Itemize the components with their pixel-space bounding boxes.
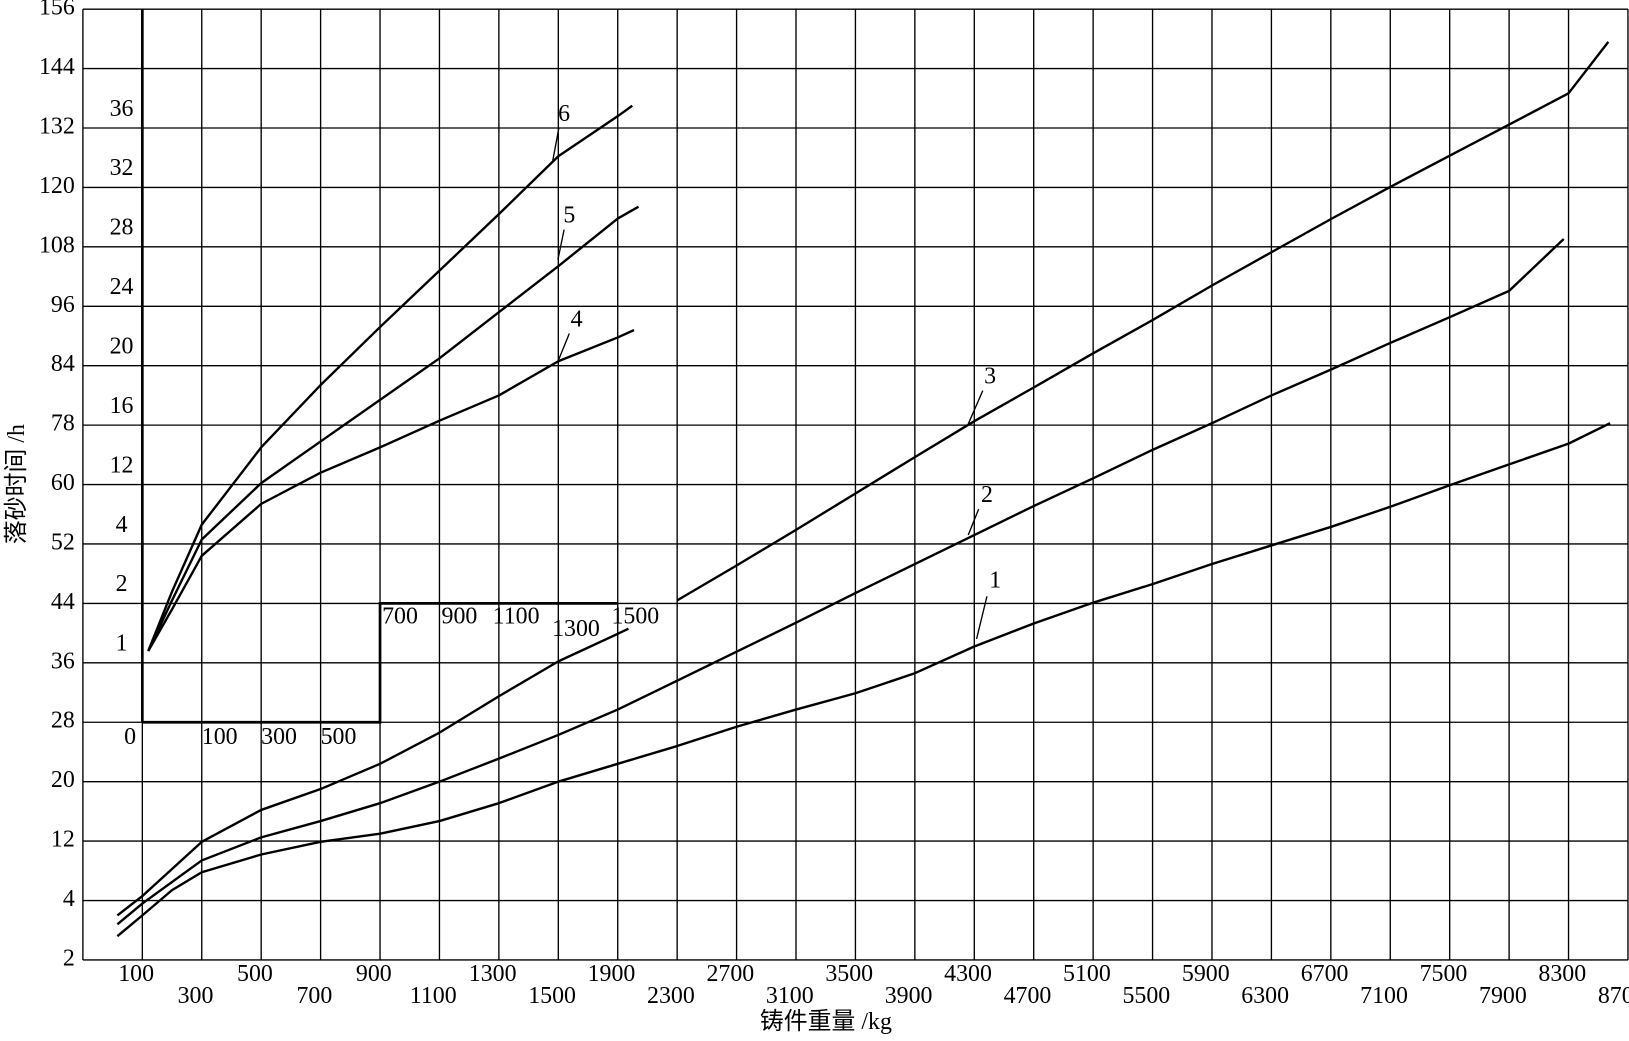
x-tick-label: 6300 xyxy=(1241,983,1289,1009)
y-tick-label: 108 xyxy=(39,232,75,258)
y-tick-label: 28 xyxy=(51,708,75,734)
inset-x-tick-label: 700 xyxy=(382,604,418,630)
curve-leader xyxy=(967,390,984,425)
y-tick-label: 4 xyxy=(63,886,75,912)
inset-x-tick-label: 100 xyxy=(202,724,238,750)
inset-x-tick-label: 1300 xyxy=(552,616,600,642)
inset-y-tick-label: 20 xyxy=(110,334,134,360)
curve-label: 5 xyxy=(563,203,575,229)
inset-x-tick-label: 500 xyxy=(321,724,357,750)
y-tick-label: 20 xyxy=(51,767,75,793)
curve-leader xyxy=(967,508,980,536)
curve-label: 3 xyxy=(984,364,996,390)
x-tick-label: 8300 xyxy=(1538,961,1586,987)
inset-y-tick-label: 28 xyxy=(110,215,134,241)
y-tick-label: 120 xyxy=(39,173,75,199)
curve xyxy=(116,238,1565,926)
curve xyxy=(116,41,1610,917)
y-tick-label: 44 xyxy=(51,589,75,615)
inset-x-axis xyxy=(142,602,618,724)
y-tick-label: 96 xyxy=(51,292,75,318)
inset-y-tick-label: 2 xyxy=(116,571,128,597)
inset-x-tick-label: 1500 xyxy=(611,604,659,630)
curve-label: 2 xyxy=(981,482,993,508)
x-tick-label: 500 xyxy=(237,961,273,987)
x-tick-label: 700 xyxy=(296,983,332,1009)
y-tick-label: 156 xyxy=(39,0,75,21)
x-axis-title: 铸件重量 /kg xyxy=(760,1008,892,1035)
x-tick-label: 1500 xyxy=(528,983,576,1009)
inset-y-tick-label: 24 xyxy=(110,274,134,300)
x-tick-label: 2700 xyxy=(706,961,754,987)
curve xyxy=(147,328,635,652)
x-tick-label: 7900 xyxy=(1479,983,1527,1009)
inset-x-tick-label: 0 xyxy=(124,724,136,750)
curve-label: 4 xyxy=(571,307,583,333)
y-tick-label: 144 xyxy=(39,54,75,80)
y-tick-label: 132 xyxy=(39,113,75,139)
x-tick-label: 4300 xyxy=(944,961,992,987)
inset-x-tick-label: 1100 xyxy=(493,604,540,630)
x-tick-label: 7500 xyxy=(1420,961,1468,987)
y-axis-title: 落砂时间 /h xyxy=(3,424,30,544)
inset-x-tick-label: 300 xyxy=(261,724,297,750)
curve xyxy=(116,422,1611,938)
inset-y-tick-label: 12 xyxy=(110,452,134,478)
y-tick-label: 52 xyxy=(51,529,75,555)
x-tick-label: 7100 xyxy=(1360,983,1408,1009)
y-tick-label: 84 xyxy=(51,351,75,377)
x-tick-label: 1100 xyxy=(410,983,457,1009)
x-tick-label: 2300 xyxy=(647,983,695,1009)
inset-y-tick-label: 36 xyxy=(110,96,134,122)
curve-leader xyxy=(557,229,565,260)
x-tick-label: 1900 xyxy=(588,961,636,987)
inset-y-tick-label: 32 xyxy=(110,155,134,181)
x-tick-label: 300 xyxy=(178,983,214,1009)
x-tick-label: 3100 xyxy=(766,983,814,1009)
x-tick-label: 5500 xyxy=(1122,983,1170,1009)
curve xyxy=(147,205,640,652)
inset-y-tick-label: 1 xyxy=(116,631,128,657)
x-tick-label: 6700 xyxy=(1301,961,1349,987)
x-tick-label: 4700 xyxy=(1004,983,1052,1009)
curve-leader xyxy=(552,127,560,162)
inset-y-tick-label: 4 xyxy=(116,512,128,538)
x-tick-label: 900 xyxy=(356,961,392,987)
x-tick-label: 100 xyxy=(118,961,154,987)
curve-leader xyxy=(975,596,988,640)
x-tick-label: 5100 xyxy=(1063,961,1111,987)
curve-leader xyxy=(557,333,570,362)
y-tick-label: 12 xyxy=(51,827,75,853)
y-tick-label: 36 xyxy=(51,648,75,674)
x-tick-label: 3900 xyxy=(885,983,933,1009)
x-tick-label: 8700 xyxy=(1598,983,1629,1009)
y-tick-label: 78 xyxy=(51,411,75,437)
inset-x-tick-label: 900 xyxy=(442,604,478,630)
curve-label: 1 xyxy=(989,567,1001,593)
x-tick-label: 3500 xyxy=(825,961,873,987)
curve xyxy=(147,104,633,652)
y-tick-label: 2 xyxy=(63,945,75,971)
inset-y-tick-label: 16 xyxy=(110,393,134,419)
curve-label: 6 xyxy=(558,101,570,127)
x-tick-label: 1300 xyxy=(469,961,517,987)
y-tick-label: 60 xyxy=(51,470,75,496)
x-tick-label: 5900 xyxy=(1182,961,1230,987)
